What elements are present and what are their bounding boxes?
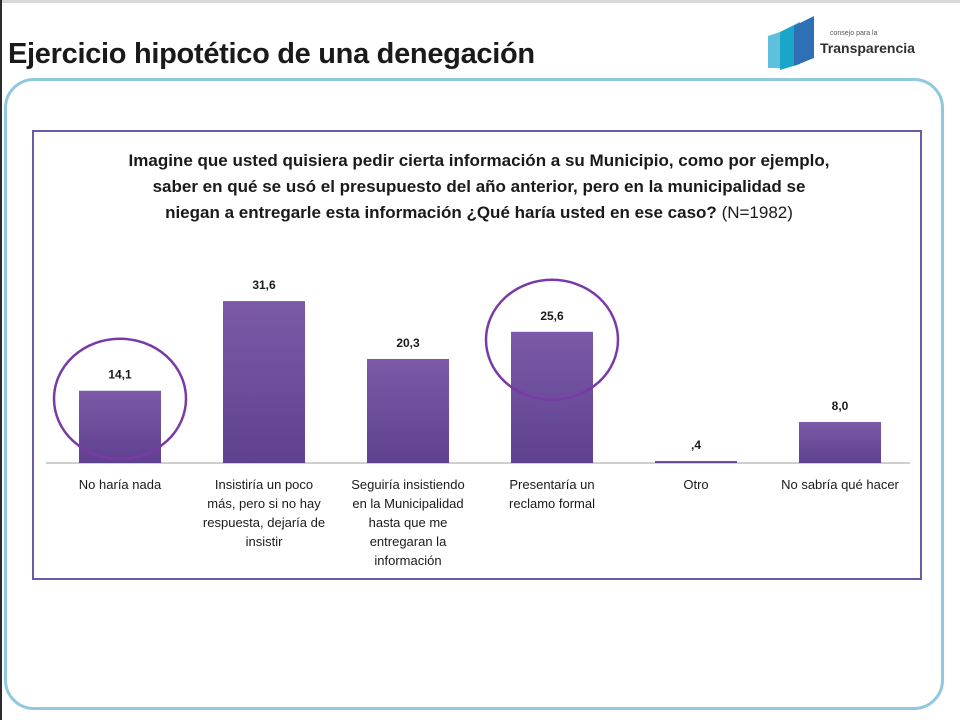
- highlight-circle-0: [52, 337, 188, 460]
- bar-chart: 14,1 No haría nada 31,6 Insistiría un poco m…: [46, 278, 910, 568]
- bar-0: [79, 390, 161, 463]
- category-label-line: más, pero si no hay: [207, 496, 321, 511]
- category-label-line: entregaran la: [370, 534, 447, 549]
- bar-5: [799, 422, 881, 463]
- category-label-line: hasta que me: [369, 515, 448, 530]
- transparencia-logo: consejo para la Transparencia: [764, 14, 944, 74]
- category-label-line: Otro: [683, 477, 708, 492]
- category-label-line: reclamo formal: [509, 496, 595, 511]
- category-label-5: No sabría qué hacer: [781, 477, 899, 492]
- data-label-3: 25,6: [540, 309, 564, 323]
- data-label-1: 31,6: [252, 278, 276, 292]
- category-label-line: información: [374, 553, 441, 568]
- data-label-5: 8,0: [832, 399, 849, 413]
- category-label-3: Presentaría un reclamo formal: [509, 477, 595, 511]
- data-label-4: ,4: [691, 438, 701, 452]
- chart-title: Imagine que usted quisiera pedir cierta …: [128, 151, 830, 222]
- category-label-4: Otro: [683, 477, 708, 492]
- chart-sample-size: (N=1982): [721, 203, 793, 222]
- top-rule: [0, 0, 960, 3]
- category-label-line: Seguiría insistiendo: [351, 477, 464, 492]
- category-label-1: Insistiría un poco más, pero si no hay res…: [203, 477, 325, 549]
- category-label-line: No haría nada: [79, 477, 162, 492]
- highlight-circle-3: [484, 278, 620, 402]
- content-frame: [4, 78, 944, 710]
- bar-4: [655, 460, 737, 463]
- category-label-0: No haría nada: [79, 477, 162, 492]
- logo-small-text: consejo para la: [830, 30, 878, 37]
- category-label-2: Seguiría insistiendo en la Municipalidad h…: [351, 477, 464, 568]
- left-edge-rule: [0, 0, 2, 720]
- logo-main-text: Transparencia: [820, 40, 915, 56]
- logo-mark-icon: [768, 16, 814, 70]
- chart-question: Imagine que usted quisiera pedir cierta …: [124, 148, 834, 226]
- category-label-line: insistir: [246, 534, 284, 549]
- category-label-line: No sabría qué hacer: [781, 477, 899, 492]
- category-label-line: respuesta, dejaría de: [203, 515, 325, 530]
- category-label-line: Presentaría un: [509, 477, 594, 492]
- chart-panel: Imagine que usted quisiera pedir cierta …: [32, 130, 922, 580]
- bar-1: [223, 301, 305, 463]
- bar-2: [367, 358, 449, 463]
- data-label-0: 14,1: [108, 368, 132, 382]
- slide-title: Ejercicio hipotético de una denegación: [8, 38, 535, 70]
- data-label-2: 20,3: [396, 336, 420, 350]
- category-label-line: en la Municipalidad: [352, 496, 463, 511]
- bar-3: [511, 331, 593, 463]
- category-label-line: Insistiría un poco: [215, 477, 313, 492]
